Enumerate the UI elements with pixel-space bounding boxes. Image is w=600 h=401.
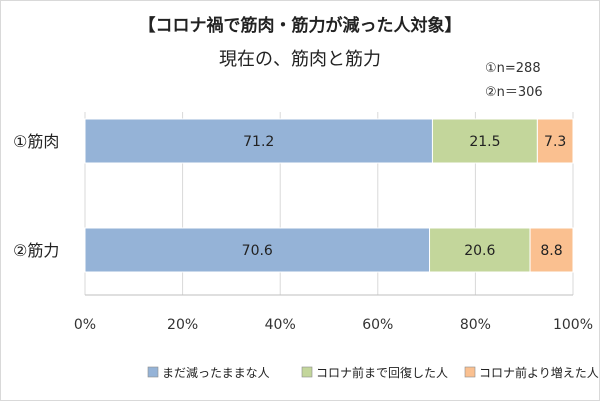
- bar-segment: [529, 227, 574, 273]
- data-label: 7.3: [544, 134, 566, 150]
- x-tick-label: 80%: [460, 317, 491, 333]
- chart-title: 【コロナ禍で筋肉・筋力が減った人対象】: [138, 16, 462, 36]
- x-tick-label: 20%: [167, 317, 198, 333]
- x-tick-label: 60%: [362, 317, 393, 333]
- bar-segment: [84, 227, 431, 273]
- data-label: 8.8: [540, 243, 562, 259]
- x-tick-label: 100%: [553, 317, 593, 333]
- data-label: 70.6: [242, 243, 273, 259]
- legend-label: コロナ前まで回復した人: [316, 365, 448, 380]
- bar-segment: [536, 118, 574, 164]
- x-tick-label: 40%: [265, 317, 296, 333]
- category-label: ①筋肉: [13, 132, 59, 151]
- legend-label: コロナ前より増えた人: [479, 365, 599, 380]
- sample-size-muscle: ①n=288: [485, 61, 541, 76]
- data-label: 71.2: [243, 134, 274, 150]
- sample-size-strength: ②n＝306: [485, 85, 543, 100]
- bar-segment: [84, 118, 433, 164]
- bar-segment: [429, 227, 531, 273]
- legend-label: まだ減ったままな人: [162, 365, 270, 380]
- legend-swatch: [464, 366, 476, 378]
- chart-subtitle: 現在の、筋肉と筋力: [219, 49, 381, 70]
- legend-swatch: [301, 366, 313, 378]
- legend-swatch: [147, 366, 159, 378]
- data-label: 20.6: [464, 243, 495, 259]
- category-label: ②筋力: [13, 241, 59, 260]
- data-label: 21.5: [469, 134, 500, 150]
- x-tick-label: 0%: [74, 317, 96, 333]
